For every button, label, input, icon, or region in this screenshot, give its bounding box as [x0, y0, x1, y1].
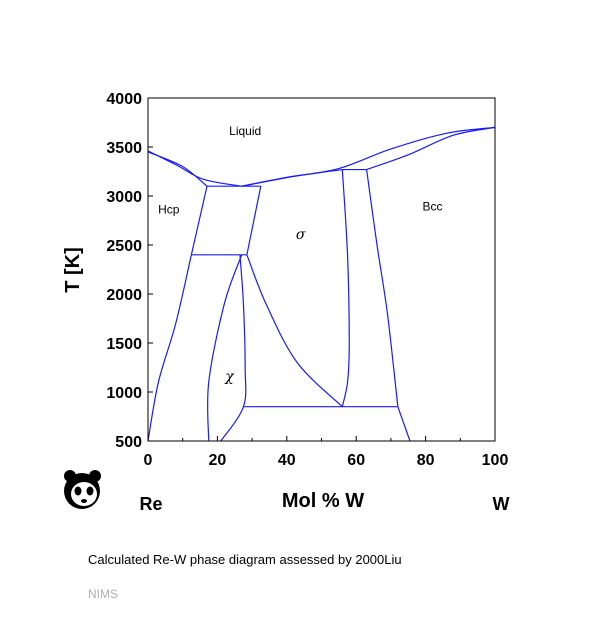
y-tick-label: 2000 — [106, 287, 142, 304]
figure-caption: Calculated Re-W phase diagram assessed b… — [88, 552, 402, 567]
phase-boundary — [206, 254, 243, 442]
y-tick-label: 3000 — [106, 189, 142, 206]
x-axis-title: Mol % W — [282, 490, 364, 512]
phase-label: Liquid — [229, 124, 261, 138]
plot-frame — [147, 97, 496, 442]
phase-label: χ — [224, 369, 235, 385]
phase-boundary — [341, 169, 350, 407]
phase-boundary — [397, 406, 411, 442]
phase-boundary — [246, 186, 262, 255]
x-tick-label: 60 — [347, 452, 365, 469]
phase-boundary — [147, 151, 208, 187]
phase-label: Hcp — [158, 203, 180, 217]
y-tick-label: 1000 — [106, 385, 142, 402]
y-tick-label: 4000 — [106, 91, 142, 108]
y-tick-label: 3500 — [106, 140, 142, 157]
phase-boundary — [246, 254, 343, 408]
phase-boundary — [190, 186, 208, 255]
x-tick-label: 0 — [144, 452, 153, 469]
x-tick-label: 40 — [278, 452, 296, 469]
x-tick-label: 20 — [209, 452, 227, 469]
x-tick-label: 80 — [417, 452, 435, 469]
right-end-label: W — [493, 494, 510, 514]
y-tick-label: 1500 — [106, 336, 142, 353]
phase-boundaries — [147, 126, 496, 442]
phase-boundary — [241, 126, 496, 187]
phase-boundary — [147, 150, 242, 187]
phase-boundary — [366, 126, 496, 171]
x-tick-label: 100 — [482, 452, 509, 469]
y-axis-title: T [K] — [62, 247, 84, 293]
panda-icon — [64, 470, 101, 509]
phase-boundary — [147, 254, 192, 442]
y-tick-label: 2500 — [106, 238, 142, 255]
phase-boundary — [366, 169, 399, 407]
source-credit: NIMS — [88, 587, 118, 601]
y-tick-label: 500 — [115, 434, 142, 451]
phase-label: Bcc — [423, 200, 443, 214]
left-end-label: Re — [139, 494, 162, 514]
phase-boundary — [241, 168, 343, 187]
phase-boundary — [220, 254, 247, 442]
phase-label: σ — [296, 227, 306, 243]
